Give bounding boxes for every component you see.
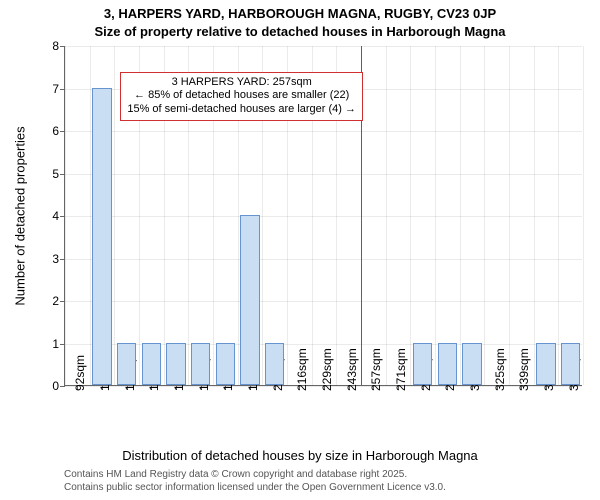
bar: [92, 88, 111, 386]
bar: [166, 343, 185, 386]
xtick-label: 216sqm: [295, 348, 309, 391]
y-axis-label: Number of detached properties: [13, 126, 28, 305]
xtick-label: 243sqm: [345, 348, 359, 391]
bar: [117, 343, 136, 386]
bar: [216, 343, 235, 386]
gridline-v: [583, 46, 584, 385]
gridline-v: [558, 46, 559, 385]
xtick-label: 257sqm: [369, 348, 383, 391]
ytick-label: 1: [52, 337, 65, 351]
gridline-v: [410, 46, 411, 385]
bar: [413, 343, 432, 386]
annotation-title: 3 HARPERS YARD: 257sqm: [127, 76, 356, 90]
ytick-label: 8: [52, 39, 65, 53]
xtick-label: 92sqm: [73, 355, 87, 391]
bar: [240, 215, 259, 385]
bar: [536, 343, 555, 386]
ytick-label: 5: [52, 167, 65, 181]
bar: [191, 343, 210, 386]
gridline-v: [509, 46, 510, 385]
xtick-label: 229sqm: [320, 348, 334, 391]
bar: [265, 343, 284, 386]
annotation-line-1: ← 85% of detached houses are smaller (22…: [127, 89, 356, 103]
gridline-v: [534, 46, 535, 385]
gridline-h: [65, 131, 582, 132]
bar: [561, 343, 580, 386]
annotation-box: 3 HARPERS YARD: 257sqm← 85% of detached …: [120, 72, 363, 121]
xtick-label: 325sqm: [493, 348, 507, 391]
gridline-v: [386, 46, 387, 385]
title-line-2: Size of property relative to detached ho…: [0, 24, 600, 39]
gridline-h: [65, 216, 582, 217]
gridline-v: [90, 46, 91, 385]
bar: [438, 343, 457, 386]
xtick-label: 271sqm: [394, 348, 408, 391]
title-line-1: 3, HARPERS YARD, HARBOROUGH MAGNA, RUGBY…: [0, 6, 600, 21]
xtick-label: 339sqm: [517, 348, 531, 391]
gridline-h: [65, 301, 582, 302]
footer-line-1: Contains HM Land Registry data © Crown c…: [64, 468, 446, 481]
gridline-h: [65, 259, 582, 260]
x-axis-label: Distribution of detached houses by size …: [0, 448, 600, 463]
ytick-label: 3: [52, 252, 65, 266]
ytick-label: 4: [52, 209, 65, 223]
gridline-v: [460, 46, 461, 385]
annotation-line-2: 15% of semi-detached houses are larger (…: [127, 103, 356, 117]
footer-line-2: Contains public sector information licen…: [64, 481, 446, 494]
chart-container: 3, HARPERS YARD, HARBOROUGH MAGNA, RUGBY…: [0, 0, 600, 500]
ytick-label: 7: [52, 82, 65, 96]
bar: [142, 343, 161, 386]
bar: [462, 343, 481, 386]
gridline-v: [484, 46, 485, 385]
plot-area: 01234567892sqm105sqm119sqm133sqm147sqm16…: [64, 46, 582, 386]
gridline-h: [65, 46, 582, 47]
gridline-v: [435, 46, 436, 385]
ytick-label: 6: [52, 124, 65, 138]
ytick-label: 2: [52, 294, 65, 308]
footer-attribution: Contains HM Land Registry data © Crown c…: [64, 468, 446, 494]
gridline-v: [114, 46, 115, 385]
gridline-v: [65, 46, 66, 385]
ytick-label: 0: [52, 379, 65, 393]
gridline-h: [65, 174, 582, 175]
